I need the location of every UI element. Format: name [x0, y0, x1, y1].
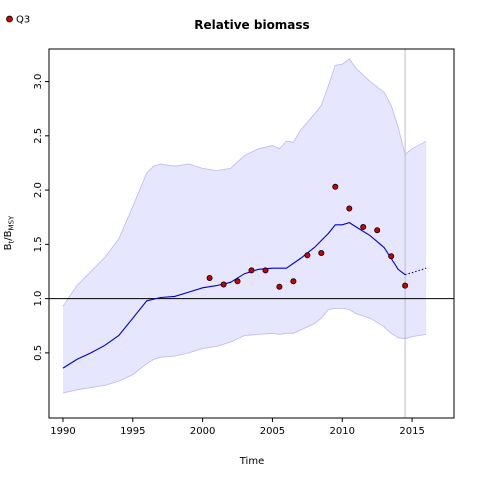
y-tick-label: 1.5 — [33, 236, 44, 252]
band-upper-edge — [62, 58, 427, 307]
confidence-band — [63, 58, 427, 394]
y-tick-label: 2.5 — [33, 128, 44, 144]
band-lower-edge — [62, 308, 427, 394]
q3-point — [290, 278, 297, 285]
y-tick-label: 1.0 — [33, 291, 44, 307]
q3-point — [262, 267, 269, 274]
y-tick-label: 0.5 — [33, 345, 44, 361]
q3-point — [304, 252, 311, 259]
x-tick-label: 2000 — [190, 426, 215, 437]
y-tick-label: 2.0 — [33, 182, 44, 198]
legend: Q3 — [6, 15, 30, 26]
q3-point — [206, 274, 213, 281]
legend-marker-q3 — [6, 15, 13, 23]
q3-point — [318, 249, 325, 256]
plot-area — [49, 49, 454, 418]
y-tick-label: 3.0 — [33, 74, 44, 90]
q3-point — [374, 227, 381, 234]
x-tick-label: 2015 — [399, 426, 424, 437]
y-axis-label: Bt/BMSY — [3, 215, 16, 250]
q3-point — [234, 278, 241, 285]
x-axis-label: Time — [239, 456, 264, 467]
x-tick-label: 1990 — [50, 426, 75, 437]
q3-point — [220, 281, 227, 288]
q3-point — [346, 205, 353, 212]
q3-point — [388, 253, 395, 260]
x-tick-label: 2010 — [330, 426, 355, 437]
q3-point — [402, 282, 409, 289]
q3-point — [360, 223, 367, 230]
y-axis: 0.5 1.0 1.5 2.0 2.5 3.0 — [33, 74, 49, 361]
chart-title: Relative biomass — [194, 18, 309, 32]
legend-label-q3: Q3 — [16, 15, 30, 26]
plot-frame — [48, 48, 455, 419]
biomass-estimate-line — [62, 221, 406, 369]
x-tick-label: 2005 — [260, 426, 285, 437]
x-axis: 1990 1995 2000 2005 2010 2015 — [50, 418, 425, 437]
biomass-projection-line — [404, 267, 427, 276]
q3-point — [332, 183, 339, 190]
q3-point — [276, 283, 283, 290]
x-tick-label: 1995 — [120, 426, 145, 437]
q3-point — [248, 267, 255, 274]
